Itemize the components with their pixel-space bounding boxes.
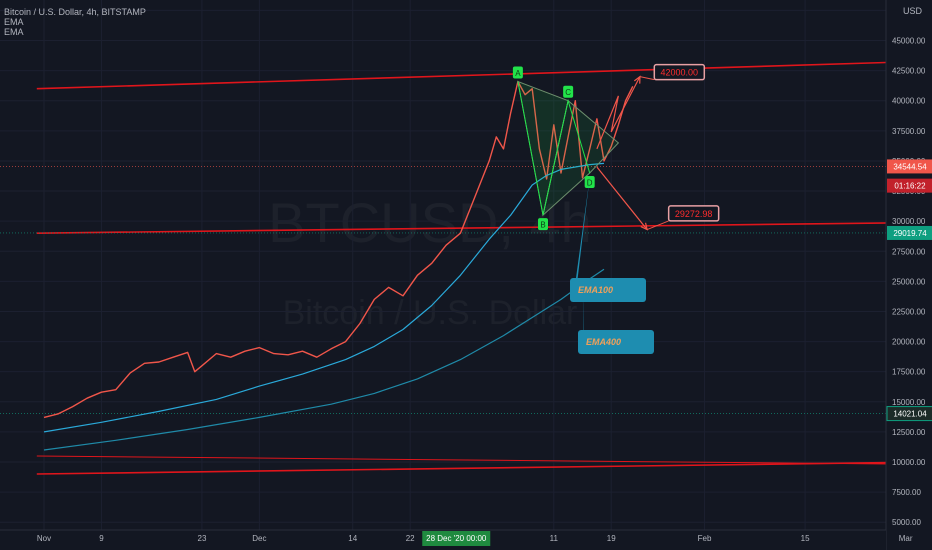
time-tick-label: 11 — [550, 534, 559, 543]
time-tick-label: Nov — [37, 534, 51, 543]
pattern-point-a-badge — [512, 66, 523, 79]
pattern-point-b-badge — [538, 218, 549, 231]
pattern-point-d-badge — [584, 175, 595, 188]
price-badge-1-box — [887, 159, 932, 174]
time-tick-label: 23 — [198, 534, 207, 543]
price-axis-background — [886, 0, 932, 550]
callout-1-pointer — [576, 177, 590, 292]
trendline-3 — [36, 461, 932, 475]
price-badge-2-box — [887, 178, 932, 193]
watermark-name: Bitcoin / U.S. Dollar — [283, 294, 578, 332]
price-tick-label: 15000.00 — [892, 398, 926, 407]
price-tick-label: 45000.00 — [892, 37, 926, 46]
time-tick-label: Mar — [899, 534, 913, 543]
price-badge-4-box — [886, 406, 932, 422]
time-tick-label: 15 — [801, 534, 810, 543]
price-tick-label: 7500.00 — [892, 488, 921, 497]
pattern-point-c-badge — [563, 85, 574, 98]
indicator-ema-1[interactable]: EMA — [4, 17, 24, 27]
price-tick-label: 10000.00 — [892, 458, 926, 467]
watermark: BTCUSD, 4h Bitcoin / U.S. Dollar — [268, 191, 592, 332]
pattern-point-b-label: B — [540, 221, 545, 230]
pattern-point-d-label: D — [587, 178, 593, 187]
crosshair-time-badge — [422, 531, 491, 546]
price-tick-label: 22500.00 — [892, 307, 926, 316]
watermark-ticker: BTCUSD, 4h — [268, 191, 592, 254]
trendline-2 — [36, 221, 932, 234]
target-leader-2 — [646, 220, 669, 231]
time-tick-label: 19 — [607, 534, 616, 543]
pattern-point-a-label: A — [515, 69, 521, 78]
pattern-xabcd-line — [517, 81, 591, 216]
price-tick-label: 17500.00 — [892, 368, 926, 377]
callout-2-box — [578, 330, 654, 354]
target-label-1-box — [653, 63, 706, 81]
ema400-series-line — [43, 268, 605, 451]
callout-1-label: EMA100 — [578, 285, 613, 295]
price-tick-label: 25000.00 — [892, 277, 926, 286]
time-tick-label: Dec — [252, 534, 266, 543]
series-layer — [43, 80, 634, 451]
time-tick-label: 22 — [406, 534, 415, 543]
currency-label[interactable]: USD — [902, 6, 922, 16]
callout-2-pointer — [582, 283, 584, 344]
pattern-point-c-label: C — [565, 88, 571, 97]
annotations: 42000.00 29272.98 EMA100 EMA400 — [570, 63, 720, 354]
price-tick-label: 42500.00 — [892, 67, 926, 76]
price-tick-label: 12500.00 — [892, 428, 926, 437]
trendline-4 — [36, 455, 932, 465]
indicator-ema-2[interactable]: EMA — [4, 27, 24, 37]
price-tick-label: 40000.00 — [892, 97, 926, 106]
time-tick-label: 9 — [99, 534, 104, 543]
trendline-1 — [36, 60, 932, 90]
time-tick-label: 14 — [348, 534, 357, 543]
price-series-line — [43, 80, 634, 419]
time-tick-label: Feb — [698, 534, 712, 543]
price-badge-1: 34544.54 — [893, 162, 927, 171]
target-label-1: 42000.00 — [661, 68, 699, 78]
callout-2-label: EMA400 — [586, 337, 621, 347]
price-tick-label: 5000.00 — [892, 518, 921, 527]
price-badge-4: 14021.04 — [893, 410, 927, 419]
symbol-title[interactable]: Bitcoin / U.S. Dollar, 4h, BITSTAMP — [4, 7, 146, 17]
price-badge-3: 29019.74 — [893, 229, 927, 238]
projection-path-1 — [596, 76, 641, 150]
price-tick-label: 27500.00 — [892, 247, 926, 256]
price-tick-label: 20000.00 — [892, 338, 926, 347]
price-badge-2: 01:16:22 — [894, 182, 926, 191]
price-badge-3-box — [887, 225, 932, 240]
crosshair-time-label: 28 Dec '20 00:00 — [426, 534, 487, 543]
target-leader-1 — [639, 76, 655, 81]
target-label-2: 29272.98 — [675, 209, 713, 219]
price-tick-label: 37500.00 — [892, 127, 926, 136]
callout-1-box — [570, 278, 646, 302]
ema100-series-line — [43, 162, 605, 433]
harmonic-pattern: A B C D — [512, 66, 648, 231]
price-tick-label: 30000.00 — [892, 217, 926, 226]
target-label-2-box — [667, 205, 720, 222]
projection-path-2 — [596, 166, 648, 230]
